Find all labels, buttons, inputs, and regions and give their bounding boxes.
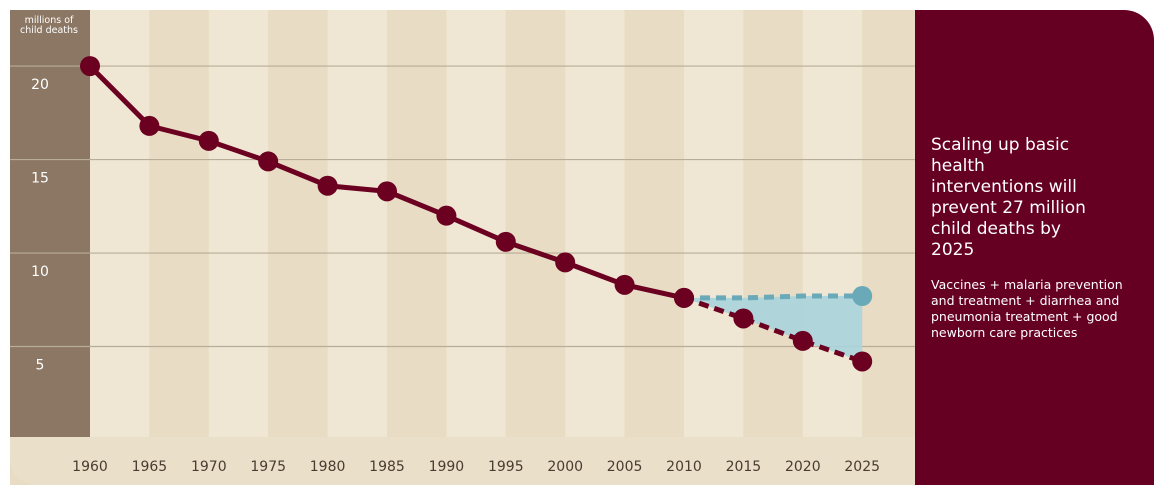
panel-body: Vaccines + malaria prevention and treatm… <box>931 277 1123 340</box>
point <box>317 175 338 196</box>
point <box>258 151 279 172</box>
point <box>80 56 100 77</box>
point <box>495 231 516 252</box>
y-tick-label: 5 <box>36 358 45 374</box>
point <box>852 351 873 372</box>
stripe <box>208 10 269 437</box>
y-axis-label: millions of child deaths <box>20 15 78 36</box>
x-tick-label: 2000 <box>547 459 583 475</box>
stripe <box>327 10 387 437</box>
stripe <box>446 10 506 437</box>
point <box>198 130 219 151</box>
stripe <box>387 10 447 437</box>
stripe <box>862 10 915 437</box>
point <box>733 308 754 329</box>
chart: millions of child deaths 5 10 15 20 1960 1965 1… <box>10 10 915 485</box>
x-tick-label: 2015 <box>726 459 762 475</box>
panel-heading: Scaling up basic health interventions wi… <box>931 135 1086 260</box>
stripe <box>149 10 209 437</box>
point <box>436 205 457 226</box>
x-tick-label: 1960 <box>72 459 108 475</box>
stripe <box>90 10 150 437</box>
x-tick-label: 2020 <box>785 459 821 475</box>
x-tick-label: 1995 <box>488 459 524 475</box>
stripe <box>743 10 803 437</box>
point <box>674 287 694 308</box>
point <box>792 330 813 351</box>
point <box>614 274 635 295</box>
y-tick-label: 10 <box>31 264 49 280</box>
x-tick-label: 1975 <box>250 459 286 475</box>
stripe <box>802 10 863 437</box>
line <box>684 293 863 301</box>
stripe <box>624 10 684 437</box>
stripe <box>505 10 566 437</box>
stripe <box>268 10 328 437</box>
y-band <box>10 10 90 437</box>
y-tick-label: 20 <box>31 77 49 93</box>
x-band <box>10 437 915 485</box>
x-tick-label: 1980 <box>310 459 346 475</box>
y-axis-label-line: child deaths <box>20 25 78 36</box>
point <box>852 286 873 307</box>
point <box>139 115 160 136</box>
x-tick-label: 2005 <box>607 459 643 475</box>
point <box>555 252 576 273</box>
shaded-area <box>684 296 863 362</box>
x-tick-label: 1965 <box>132 459 168 475</box>
stripe <box>684 10 744 437</box>
stripe <box>565 10 625 437</box>
x-tick-label: 1985 <box>369 459 405 475</box>
x-tick-label: 2010 <box>666 459 702 475</box>
side-panel: Scaling up basic health interventions wi… <box>915 10 1154 485</box>
x-tick-label: 1970 <box>191 459 227 475</box>
y-axis-label-line: millions of <box>25 15 74 26</box>
x-tick-label: 1990 <box>429 459 465 475</box>
point <box>377 181 397 202</box>
y-tick-label: 15 <box>31 171 49 187</box>
x-tick-label: 2025 <box>844 459 880 475</box>
